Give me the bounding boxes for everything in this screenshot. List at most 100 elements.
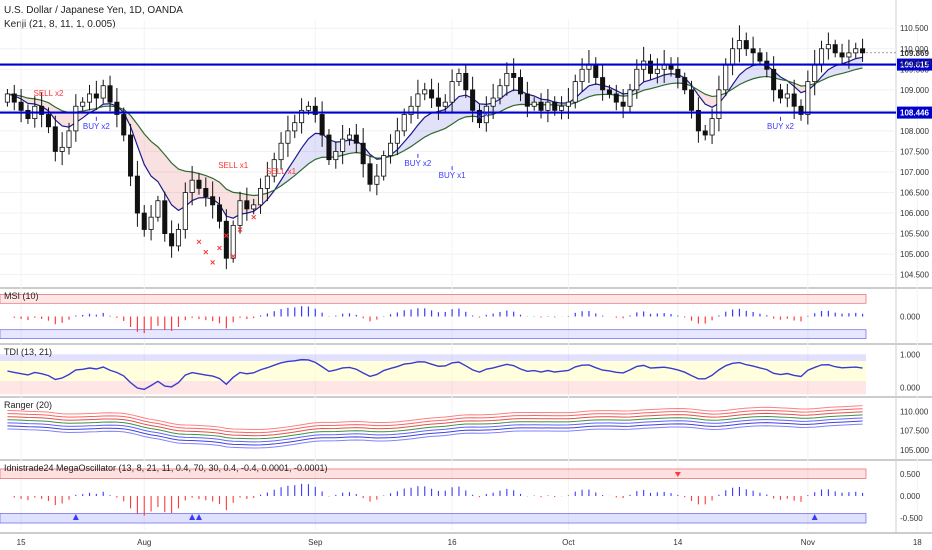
candle-body xyxy=(210,196,216,206)
kenji-band-segment xyxy=(588,83,596,97)
candle-body xyxy=(155,200,161,218)
mega-tick-label: 0.000 xyxy=(900,492,921,501)
price-tick-label: 106.500 xyxy=(900,189,929,198)
kenji-band-segment xyxy=(48,102,56,120)
tdi-lower-zone xyxy=(0,381,866,395)
candle-body xyxy=(141,212,147,230)
candle-body xyxy=(552,101,558,111)
candle-body xyxy=(490,97,496,107)
cross-marker xyxy=(203,249,209,255)
kenji-band-segment xyxy=(705,94,713,108)
candle-body xyxy=(504,73,510,87)
candle-body xyxy=(114,101,120,115)
mega-sell-triangle xyxy=(674,472,681,478)
candle-body xyxy=(93,93,99,99)
axes: 104.500 105.000 105.500 106.000 106.500 107.0… xyxy=(17,24,932,547)
indicator-legend: Kenji (21, 8, 11, 1, 0.005) xyxy=(4,19,116,30)
price-tick-label: 107.500 xyxy=(900,147,929,156)
candle-body xyxy=(846,52,852,58)
candle-body xyxy=(367,163,373,185)
kenji-band-segment xyxy=(506,89,514,109)
candle-body xyxy=(169,233,175,247)
candle-body xyxy=(388,142,394,156)
candle-body xyxy=(18,101,24,111)
candle-body xyxy=(128,134,134,177)
tdi-upper-zone xyxy=(0,354,866,361)
kenji-band-segment xyxy=(41,100,49,111)
candle-body xyxy=(798,105,804,115)
kenji-band-segment xyxy=(226,189,234,219)
candle-body xyxy=(326,134,332,161)
candle-body xyxy=(292,122,298,132)
time-tick-label: 18 xyxy=(913,538,922,547)
sell-signal-label: SELL x1 xyxy=(218,161,248,170)
candle-body xyxy=(661,64,667,70)
time-tick-label: Oct xyxy=(562,538,575,547)
kenji-band-segment xyxy=(315,133,323,160)
kenji-band-segment xyxy=(294,148,302,176)
kenji-band-segment xyxy=(643,79,651,91)
kenji-band-segment xyxy=(219,182,227,217)
level-price-label: 109.615 xyxy=(900,61,929,70)
kenji-band-segment xyxy=(137,124,145,165)
candle-body xyxy=(709,118,715,136)
cross-marker xyxy=(251,214,257,220)
candle-body xyxy=(757,52,763,62)
candle-body xyxy=(312,105,318,115)
candle-body xyxy=(66,130,72,148)
kenji-band-segment xyxy=(664,73,672,85)
candle-body xyxy=(634,68,640,91)
candle-body xyxy=(449,81,455,103)
candle-body xyxy=(545,101,551,111)
mega-buy-triangle xyxy=(72,513,79,520)
candle-body xyxy=(702,130,708,136)
level-price-tag xyxy=(897,106,932,119)
candle-body xyxy=(723,64,729,91)
kenji-band-segment xyxy=(287,158,295,181)
bar-countdown-label: 12:04:10 xyxy=(900,59,932,68)
cross-marker xyxy=(230,253,236,259)
candle-body xyxy=(25,109,31,119)
candle-body xyxy=(216,204,223,222)
candle-body xyxy=(716,89,722,119)
candle-body xyxy=(86,93,93,103)
candle-body xyxy=(559,105,565,111)
candle-body xyxy=(654,68,660,74)
level-price-label: 108.446 xyxy=(900,109,929,118)
candle-body xyxy=(511,73,517,78)
tdi-title: TDI (13, 21) xyxy=(4,347,52,357)
buy-signal-label: BUY x2 xyxy=(767,122,795,131)
kenji-band-segment xyxy=(739,69,747,85)
candle-body xyxy=(675,68,681,78)
candle-body xyxy=(586,64,592,70)
candle-body xyxy=(182,192,188,230)
candle-body xyxy=(531,101,537,107)
chart-symbol-title: U.S. Dollar / Japanese Yen, 1D, OANDA xyxy=(4,5,183,16)
cross-marker xyxy=(196,239,202,245)
candle-body xyxy=(353,134,359,144)
candle-body xyxy=(271,159,277,177)
kenji-band-segment xyxy=(164,154,172,205)
candle-body xyxy=(819,48,825,66)
kenji-band-segment xyxy=(192,172,199,201)
msi-pane: MSI (10) xyxy=(0,291,867,339)
candle-body xyxy=(743,40,749,50)
candle-body xyxy=(839,52,845,58)
candle-body xyxy=(538,101,544,111)
candle-body xyxy=(333,151,339,161)
price-tick-label: 109.000 xyxy=(900,86,929,95)
candle-body xyxy=(791,93,797,107)
ranger-tick-label: 105.000 xyxy=(900,446,929,455)
time-tick-label: 16 xyxy=(448,538,457,547)
candle-body xyxy=(784,93,790,99)
candle-body xyxy=(237,200,243,226)
candle-body xyxy=(832,44,838,54)
candle-body xyxy=(524,93,530,107)
cross-marker xyxy=(223,233,229,239)
kenji-band-segment xyxy=(424,112,432,138)
kenji-band-segment xyxy=(151,141,158,182)
candle-body xyxy=(251,204,257,210)
candle-body xyxy=(682,77,688,91)
price-tick-label: 105.500 xyxy=(900,230,929,239)
